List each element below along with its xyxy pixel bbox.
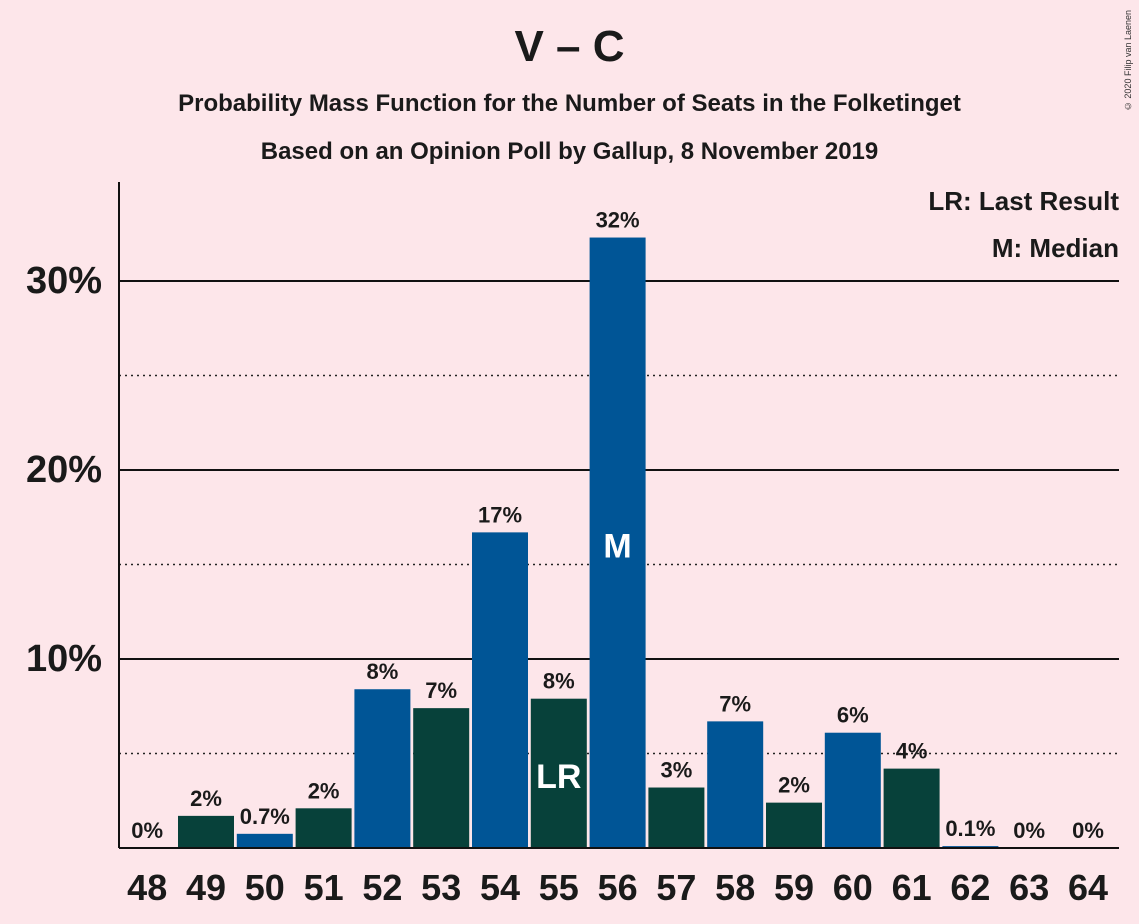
x-tick-label: 58	[715, 867, 755, 908]
bar-seat-57	[648, 787, 705, 848]
x-tick-label: 62	[950, 867, 990, 908]
x-tick-label: 60	[833, 867, 873, 908]
bar-seat-49	[178, 815, 234, 848]
data-label: 6%	[837, 703, 869, 728]
data-label: 7%	[425, 678, 457, 703]
y-tick-label: 30%	[26, 260, 102, 302]
legend-last-result: LR: Last Result	[928, 186, 1119, 216]
y-tick-label: 20%	[26, 449, 102, 491]
x-tick-label: 48	[127, 867, 167, 908]
bar-seat-58	[707, 721, 764, 848]
bar-seat-61	[883, 768, 940, 848]
bar-seat-55	[530, 698, 587, 848]
bar-seat-60	[824, 732, 881, 848]
data-label: 0.1%	[945, 816, 995, 841]
data-label: 0%	[1072, 818, 1104, 843]
data-label: 2%	[308, 778, 340, 803]
x-tick-label: 50	[245, 867, 285, 908]
chart-title: V – C	[514, 22, 625, 71]
bar-seat-50	[236, 833, 293, 848]
data-label: 32%	[596, 208, 640, 233]
data-label: 8%	[367, 659, 399, 684]
data-label: 0.7%	[240, 804, 290, 829]
x-tick-label: 49	[186, 867, 226, 908]
last-result-marker: LR	[536, 758, 581, 796]
median-marker: M	[603, 528, 631, 566]
bar-seat-51	[295, 808, 352, 848]
data-label: 4%	[896, 739, 928, 764]
x-tick-label: 56	[598, 867, 638, 908]
data-label: 2%	[190, 786, 222, 811]
x-tick-label: 51	[304, 867, 344, 908]
data-label: 8%	[543, 669, 575, 694]
data-label: 17%	[478, 502, 522, 527]
bar-seat-52	[354, 689, 411, 848]
y-tick-label: 10%	[26, 638, 102, 680]
x-tick-label: 59	[774, 867, 814, 908]
bar-seat-59	[766, 802, 822, 848]
x-tick-label: 53	[421, 867, 461, 908]
bar-seat-53	[413, 708, 470, 848]
bar-seat-56	[589, 237, 646, 848]
x-tick-label: 52	[362, 867, 402, 908]
x-tick-label: 54	[480, 867, 520, 908]
data-label: 3%	[661, 758, 693, 783]
x-tick-label: 64	[1068, 867, 1108, 908]
chart-subtitle-poll: Based on an Opinion Poll by Gallup, 8 No…	[260, 138, 879, 165]
legend-median: M: Median	[991, 233, 1119, 263]
data-label: 0%	[1013, 818, 1045, 843]
x-tick-label: 61	[892, 867, 932, 908]
data-label: 0%	[131, 818, 163, 843]
x-tick-label: 57	[656, 867, 696, 908]
data-label: 2%	[778, 773, 810, 798]
chart-subtitle: Probability Mass Function for the Number…	[178, 90, 961, 117]
data-label: 7%	[719, 691, 751, 716]
bar-seat-54	[472, 532, 528, 848]
x-tick-label: 63	[1009, 867, 1049, 908]
x-tick-label: 55	[539, 867, 579, 908]
